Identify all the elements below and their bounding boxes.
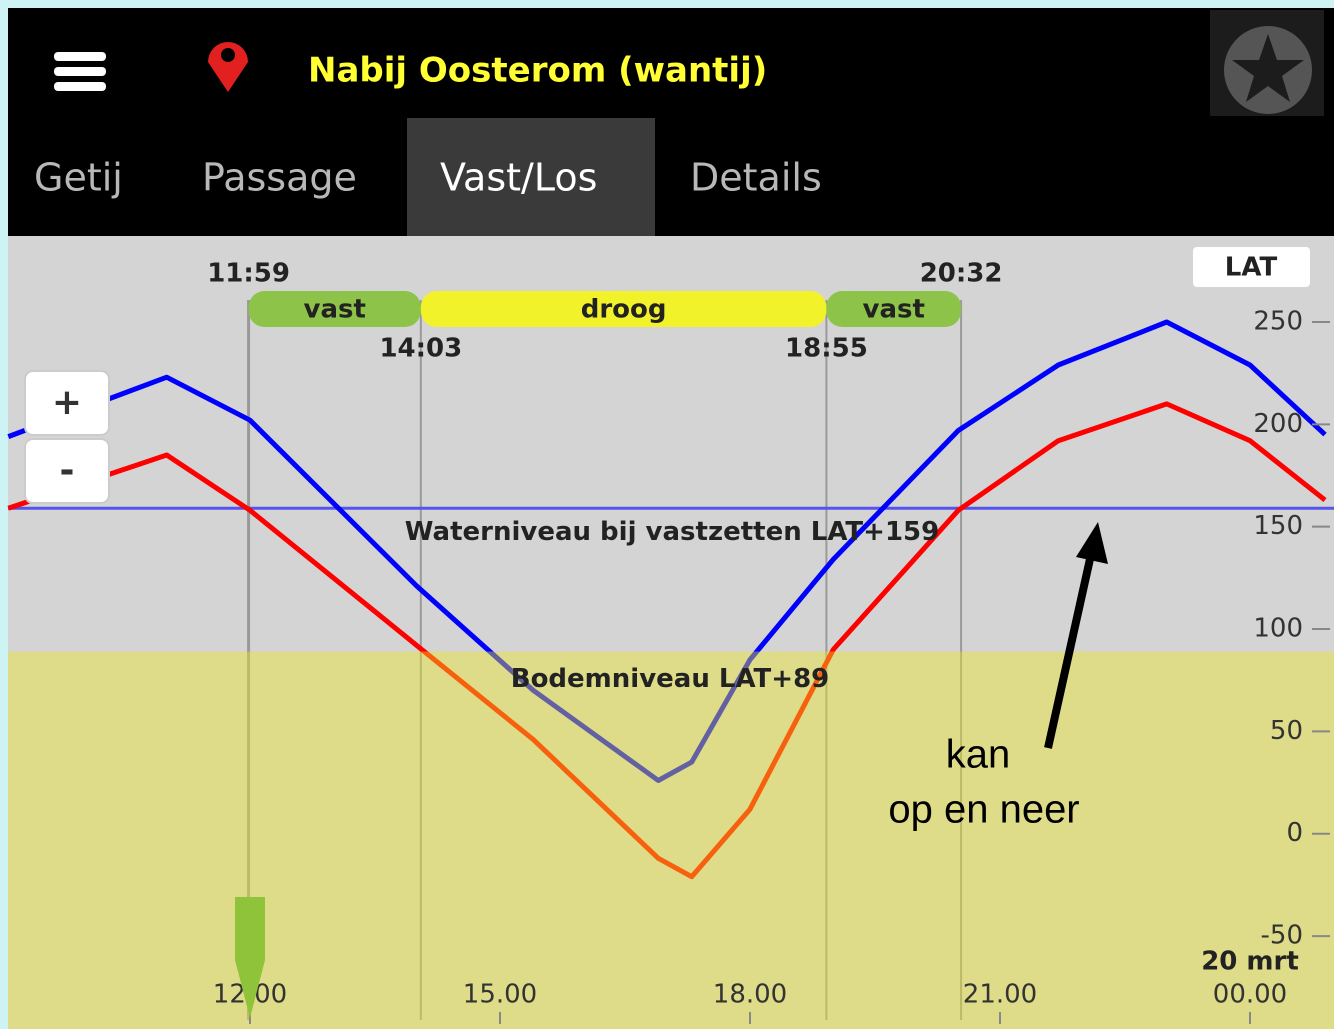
- y-tick-label: 0: [1286, 818, 1303, 848]
- zoom-label: +: [52, 382, 82, 423]
- y-tick-label: 250: [1253, 306, 1303, 336]
- location-title: Nabij Oosterom (wantij): [308, 51, 767, 91]
- event-label: 11:59: [207, 259, 290, 289]
- annotation-arrow: [1044, 549, 1096, 749]
- favorite-star: [1232, 34, 1304, 102]
- period-pill: [248, 291, 421, 327]
- zoom-label: -: [60, 450, 75, 491]
- zoom-button[interactable]: [24, 370, 110, 436]
- y-tick-label: -50: [1261, 921, 1303, 951]
- period-label: vast: [863, 295, 925, 325]
- menu-bar: [54, 67, 106, 76]
- reference-label: Bodemniveau LAT+89: [511, 664, 830, 694]
- pin-hole: [221, 48, 235, 62]
- y-label: LAT: [1225, 253, 1278, 283]
- x-tick-label: 18.00: [713, 980, 787, 1010]
- tide-line: [7, 401, 1327, 880]
- event-label: 18:55: [785, 334, 868, 364]
- y-tick-label: 150: [1253, 511, 1303, 541]
- period-pill: [420, 291, 827, 327]
- top-bar: [8, 8, 1334, 236]
- x-tick-label: 21.00: [963, 980, 1037, 1010]
- y-tick-label: 100: [1253, 614, 1303, 644]
- annotation-arrowhead: [1076, 522, 1108, 564]
- event-label: 20:32: [920, 259, 1003, 289]
- tab[interactable]: Passage: [202, 156, 357, 200]
- x-tick-label: 15.00: [463, 980, 537, 1010]
- y-label-box: [1193, 247, 1310, 287]
- y-tick-label: 50: [1270, 716, 1303, 746]
- period-label: vast: [304, 295, 366, 325]
- period-pill: [826, 291, 962, 327]
- chart-area: [8, 236, 1334, 1029]
- event-label: 14:03: [379, 334, 462, 364]
- bottom-zone: [8, 651, 1334, 1029]
- date-label: 20 mrt: [1201, 947, 1299, 977]
- y-tick-label: 200: [1253, 409, 1303, 439]
- annotation: op en neer: [888, 788, 1079, 832]
- period-label: droog: [581, 295, 667, 325]
- menu-button[interactable]: [54, 52, 106, 91]
- location-pin: [208, 42, 248, 92]
- reference-label: Waterniveau bij vastzetten LAT+159: [405, 517, 939, 547]
- tab[interactable]: Details: [690, 156, 822, 200]
- tide-line: [7, 319, 1327, 783]
- menu-bar: [54, 52, 106, 61]
- active-tab: [407, 118, 655, 236]
- now-marker: [235, 897, 265, 1018]
- annotation: kan: [946, 733, 1011, 777]
- tab[interactable]: Vast/Los: [440, 156, 597, 200]
- menu-bar: [54, 82, 106, 91]
- tab[interactable]: Getij: [34, 156, 123, 200]
- x-tick-label: 00.00: [1213, 980, 1287, 1010]
- zoom-button[interactable]: [24, 438, 110, 504]
